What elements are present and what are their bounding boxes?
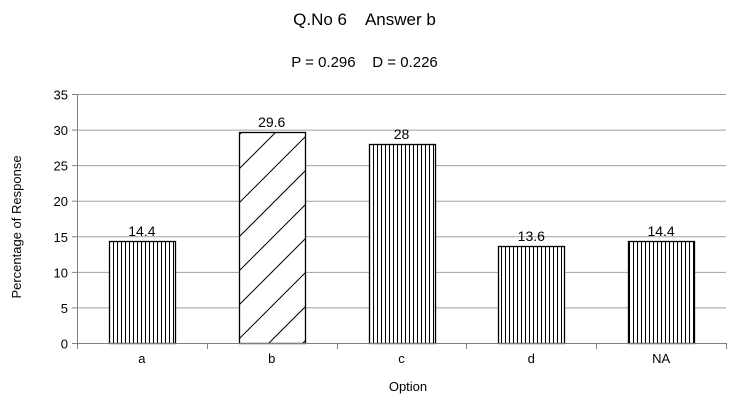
bar-a <box>108 240 177 345</box>
x-tick-label-c: c <box>398 351 405 366</box>
bar-b <box>238 131 307 345</box>
bar-na <box>627 240 696 345</box>
x-tick-label-na: NA <box>652 351 670 366</box>
x-tick-label-d: d <box>528 351 535 366</box>
y-tick-label: 5 <box>61 301 68 316</box>
axes <box>72 94 727 349</box>
data-label-na: 14.4 <box>647 223 674 239</box>
data-label-d: 13.6 <box>518 228 545 244</box>
y-tick-label: 25 <box>54 159 68 174</box>
x-tick-label-a: a <box>138 351 146 366</box>
y-axis-title: Percentage of Response <box>9 155 24 298</box>
data-label-b: 29.6 <box>258 114 285 130</box>
y-tick-label: 35 <box>54 88 68 103</box>
y-tick-label: 15 <box>54 230 68 245</box>
labels: 0 5 10 15 20 25 30 35 14.4 a 29.6 b 28 c 13.6 d 14.4 NA <box>54 88 675 367</box>
bar-c <box>368 143 437 345</box>
bars <box>108 131 696 345</box>
x-tick-label-b: b <box>268 351 275 366</box>
x-axis-title: Option <box>389 379 427 394</box>
data-label-a: 14.4 <box>128 223 155 239</box>
data-label-c: 28 <box>394 126 410 142</box>
chart-subtitle: P = 0.296 D = 0.226 <box>291 54 438 71</box>
y-tick-label: 0 <box>61 337 68 352</box>
y-tick-label: 20 <box>54 194 68 209</box>
chart-title: Q.No 6 Answer b <box>293 10 436 29</box>
y-tick-label: 10 <box>54 265 68 280</box>
bar-d <box>497 245 566 345</box>
y-tick-label: 30 <box>54 123 68 138</box>
